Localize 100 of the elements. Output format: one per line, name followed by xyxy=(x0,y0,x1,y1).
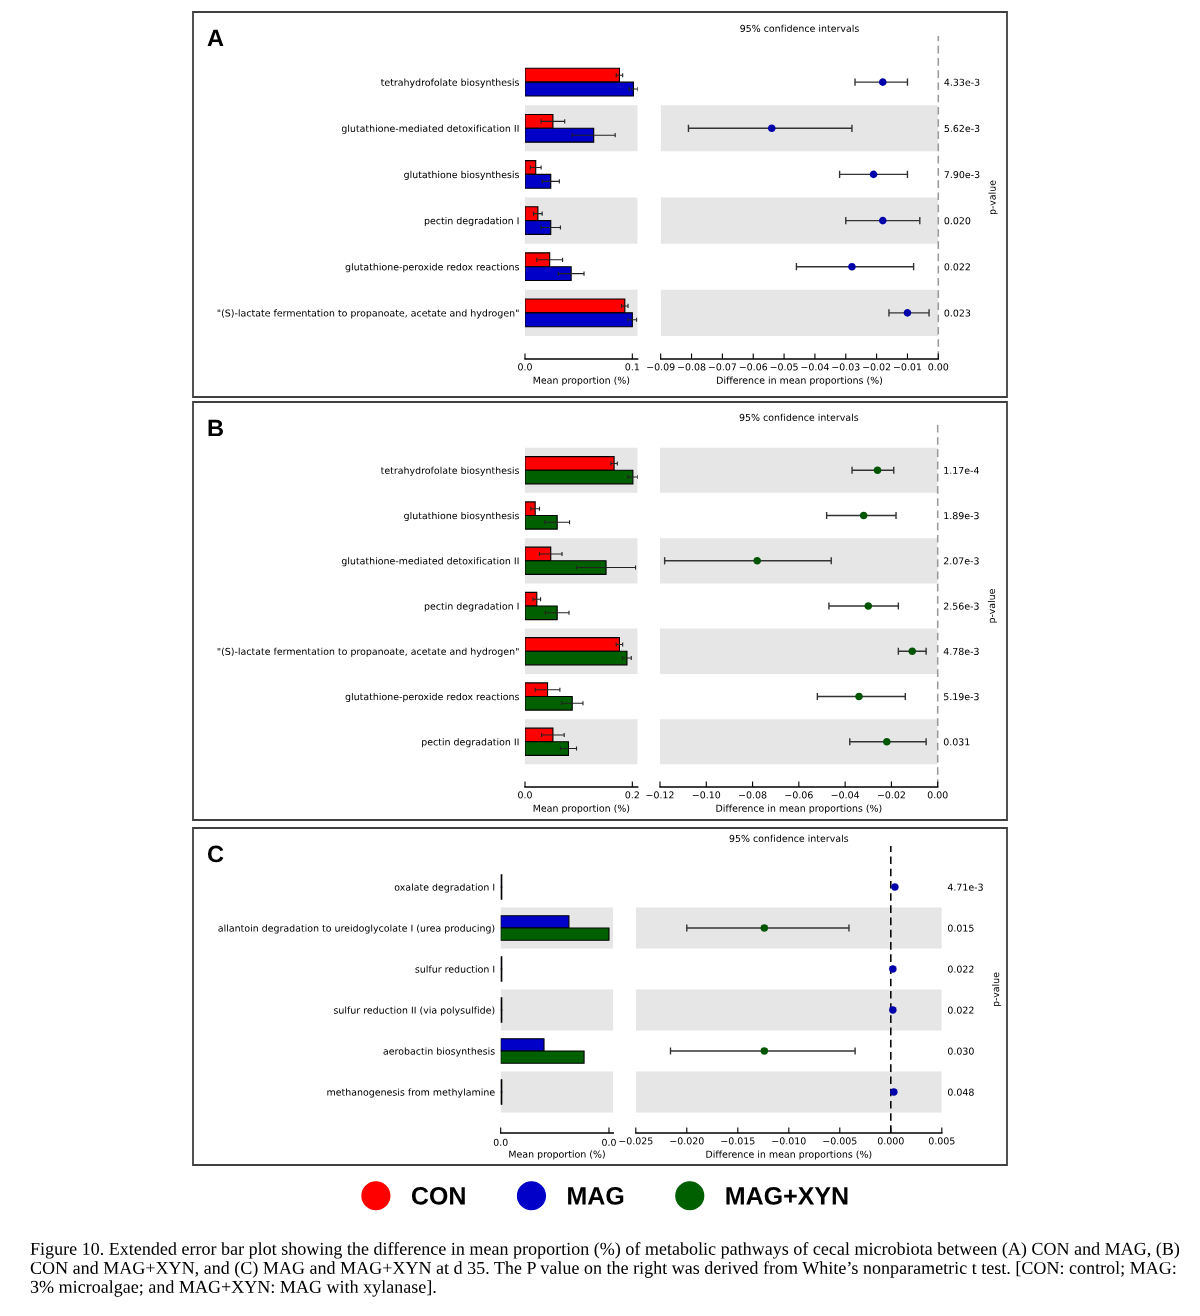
x-tick-label: −0.015 xyxy=(721,1137,755,1145)
x-tick-label: −0.06 xyxy=(785,791,813,799)
y-tick-label: "(S)-lactate fermentation to propanoate, acetate and hydrogen" xyxy=(217,647,519,657)
y2-tick-label: 7.90e-3 xyxy=(944,171,980,179)
point xyxy=(890,1088,898,1096)
y-tick-label: glutathione-peroxide redox reactions xyxy=(345,692,519,703)
y-tick-label: sulfur reduction II (via polysulfide) xyxy=(333,1006,495,1016)
point xyxy=(891,883,899,891)
point xyxy=(864,602,873,610)
y2-axis-title: p-value xyxy=(988,180,998,215)
text: A xyxy=(207,29,224,47)
x-tick-label: −0.09 xyxy=(647,363,675,371)
x-tick-label: 0.0 xyxy=(518,791,532,799)
y-tick-label: methanogenesis from methylamine xyxy=(327,1088,495,1098)
text: B xyxy=(208,419,223,437)
x-tick-label: −0.020 xyxy=(670,1137,704,1145)
point xyxy=(855,692,863,701)
point xyxy=(889,1006,897,1014)
x-axis-title: Mean proportion (%) xyxy=(509,1150,605,1160)
y-tick-label: pectin degradation II xyxy=(422,738,519,748)
point xyxy=(848,262,856,271)
y-tick-label: "(S)-lactate fermentation to propanoate, acetate and hydrogen" xyxy=(217,309,519,319)
x-tick-label: −0.04 xyxy=(801,363,829,371)
y2-tick-label: 0.020 xyxy=(944,217,971,225)
y2-tick-label: 4.33e-3 xyxy=(944,78,980,86)
point xyxy=(760,1047,769,1055)
caption: Figure 10. Extended error bar plot showing the difference in mean proportion (%) of metabolic pathways of cecal microbiota between (A) CON and MAG, (B) CON and MAG+XYN, and (C) MAG and MAG+XYN at d 35. The P value on the right was derived from White’s nonparametric t test. [CON: control; MAG: 3% microalgae; and MAG+XYN: MAG with xylanase]. xyxy=(30,1242,1180,1297)
y-tick-label: pectin degradation I xyxy=(424,602,519,612)
point xyxy=(903,309,912,317)
text: C xyxy=(207,845,224,863)
y2-tick-label: 0.030 xyxy=(947,1047,974,1055)
x-tick-label: 0.005 xyxy=(928,1137,955,1145)
point xyxy=(859,511,868,520)
x-axis-title: Mean proportion (%) xyxy=(533,804,630,814)
y2-tick-label: 5.62e-3 xyxy=(944,124,980,133)
x-tick-label: −0.12 xyxy=(646,791,674,799)
x-tick-label: 0.00 xyxy=(927,791,948,799)
x-axis-title: Difference in mean proportions (%) xyxy=(716,804,882,814)
x-tick-label: −0.03 xyxy=(832,363,860,371)
y-tick-label: sulfur reduction I xyxy=(415,965,495,973)
y2-axis-title: p-value xyxy=(987,589,997,623)
y2-tick-label: 1.17e-4 xyxy=(944,466,979,474)
x-tick-label: −0.04 xyxy=(831,791,860,799)
x-tick-label: −0.08 xyxy=(739,791,767,799)
y2-tick-label: 0.022 xyxy=(944,263,970,271)
x-axis-title: Difference in mean proportions (%) xyxy=(706,1150,872,1160)
x-tick-label: −0.02 xyxy=(877,791,905,799)
y2-tick-label: 0.015 xyxy=(947,924,974,932)
point xyxy=(869,170,878,179)
y2-axis-title: p-value xyxy=(991,972,1002,1007)
x-tick-label: −0.07 xyxy=(708,363,737,371)
x-tick-label: 0.000 xyxy=(877,1137,904,1145)
x-tick-label: 0.2 xyxy=(625,791,639,799)
point xyxy=(753,556,761,565)
point xyxy=(882,737,891,746)
y-tick-label: glutathione-mediated detoxification II xyxy=(341,124,519,134)
y2-tick-label: 0.022 xyxy=(947,1006,974,1014)
x-tick-label: −0.025 xyxy=(619,1137,653,1145)
point xyxy=(889,965,897,973)
point xyxy=(878,216,887,225)
y2-tick-label: 0.031 xyxy=(943,738,970,746)
x-axis-title: Difference in mean proportions (%) xyxy=(717,376,883,386)
y2-tick-label: 0.023 xyxy=(944,309,971,317)
y2-tick-label: 1.89e-3 xyxy=(944,512,979,520)
chart-title: 95% confidence intervals xyxy=(740,24,859,32)
x-tick-label: −0.005 xyxy=(823,1137,857,1145)
y-tick-label: aerobactin biosynthesis xyxy=(383,1047,495,1057)
y-tick-label: pectin degradation I xyxy=(424,216,519,227)
point xyxy=(767,124,776,133)
y2-tick-label: 0.048 xyxy=(947,1088,974,1096)
x-tick-label: −0.08 xyxy=(678,363,706,371)
y-tick-label: glutathione-mediated detoxification II xyxy=(341,557,519,567)
x-tick-label: −0.06 xyxy=(739,363,768,371)
x-tick-label: −0.010 xyxy=(772,1137,806,1145)
x-tick-label: −0.10 xyxy=(692,791,721,799)
point xyxy=(908,647,917,656)
x-tick-label: −0.05 xyxy=(770,363,798,371)
y2-tick-label: 4.71e-3 xyxy=(947,883,983,891)
y2-tick-label: 2.56e-3 xyxy=(943,602,979,610)
y-tick-label: allantoin degradation to ureidoglycolate I (urea producing) xyxy=(218,924,495,934)
point xyxy=(760,924,769,932)
y-tick-label: glutathione-peroxide redox reactions xyxy=(345,263,519,273)
legend-label: MAG xyxy=(568,1187,624,1205)
x-tick-label: −0.02 xyxy=(863,363,891,371)
legend-label: CON xyxy=(411,1187,465,1205)
x-tick-label: −0.01 xyxy=(893,363,922,371)
point xyxy=(873,466,882,475)
y2-tick-label: 5.19e-3 xyxy=(943,693,979,701)
point xyxy=(878,78,887,86)
y-tick-label: tetrahydrofolate biosynthesis xyxy=(380,78,519,88)
y2-tick-label: 2.07e-3 xyxy=(943,557,979,565)
y-tick-label: oxalate degradation I xyxy=(394,883,495,893)
y-tick-label: tetrahydrofolate biosynthesis xyxy=(380,466,519,476)
y2-tick-label: 0.022 xyxy=(947,965,974,973)
chart-title: 95% confidence intervals xyxy=(729,834,849,842)
chart-title: 95% confidence intervals xyxy=(739,413,859,421)
y2-tick-label: 4.78e-3 xyxy=(943,647,979,655)
y-tick-label: glutathione biosynthesis xyxy=(404,511,519,522)
legend-label: MAG+XYN xyxy=(726,1187,848,1205)
x-tick-label: 0.1 xyxy=(625,363,639,371)
